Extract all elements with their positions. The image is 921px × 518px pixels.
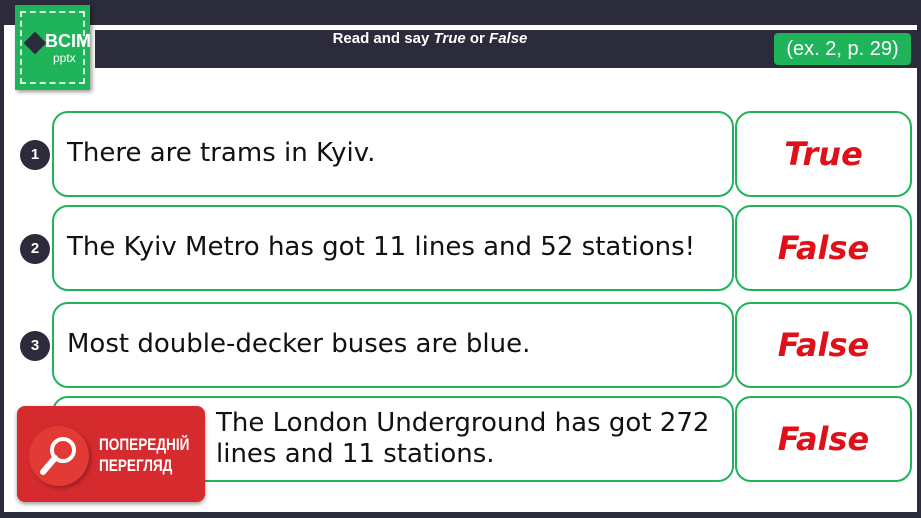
preview-button[interactable]: ПОПЕРЕДНІЙ ПЕРЕГЛЯД bbox=[17, 406, 205, 502]
logo: BCIM pptx bbox=[15, 5, 91, 90]
title-text: Read and say bbox=[332, 30, 434, 47]
title-false: False bbox=[489, 30, 528, 47]
logo-text: BCIM bbox=[45, 31, 91, 51]
statement-box: There are trams in Kyiv. bbox=[52, 111, 734, 197]
statement-text: The London Underground has got 272 lines… bbox=[216, 407, 710, 469]
answer-box: True bbox=[735, 111, 912, 197]
number-badge: 3 bbox=[20, 331, 50, 361]
title-or: or bbox=[465, 30, 490, 47]
statement-box: Most double-decker buses are blue. bbox=[52, 302, 734, 388]
answer-box: False bbox=[735, 302, 912, 388]
answer-box: False bbox=[735, 205, 912, 291]
logo-subtext: pptx bbox=[53, 51, 76, 65]
number-badge: 1 bbox=[20, 140, 50, 170]
answer-box: False bbox=[735, 396, 912, 482]
title-true: True bbox=[433, 30, 466, 47]
magnifier-icon bbox=[29, 426, 89, 486]
slide-title: Read and say True or False bbox=[95, 30, 765, 68]
preview-label-2: ПЕРЕГЛЯД bbox=[99, 456, 173, 475]
exercise-reference-badge: (ex. 2, p. 29) bbox=[774, 33, 911, 65]
statement-box: The Kyiv Metro has got 11 lines and 52 s… bbox=[52, 205, 734, 291]
preview-label-1: ПОПЕРЕДНІЙ bbox=[99, 435, 190, 454]
number-badge: 2 bbox=[20, 234, 50, 264]
